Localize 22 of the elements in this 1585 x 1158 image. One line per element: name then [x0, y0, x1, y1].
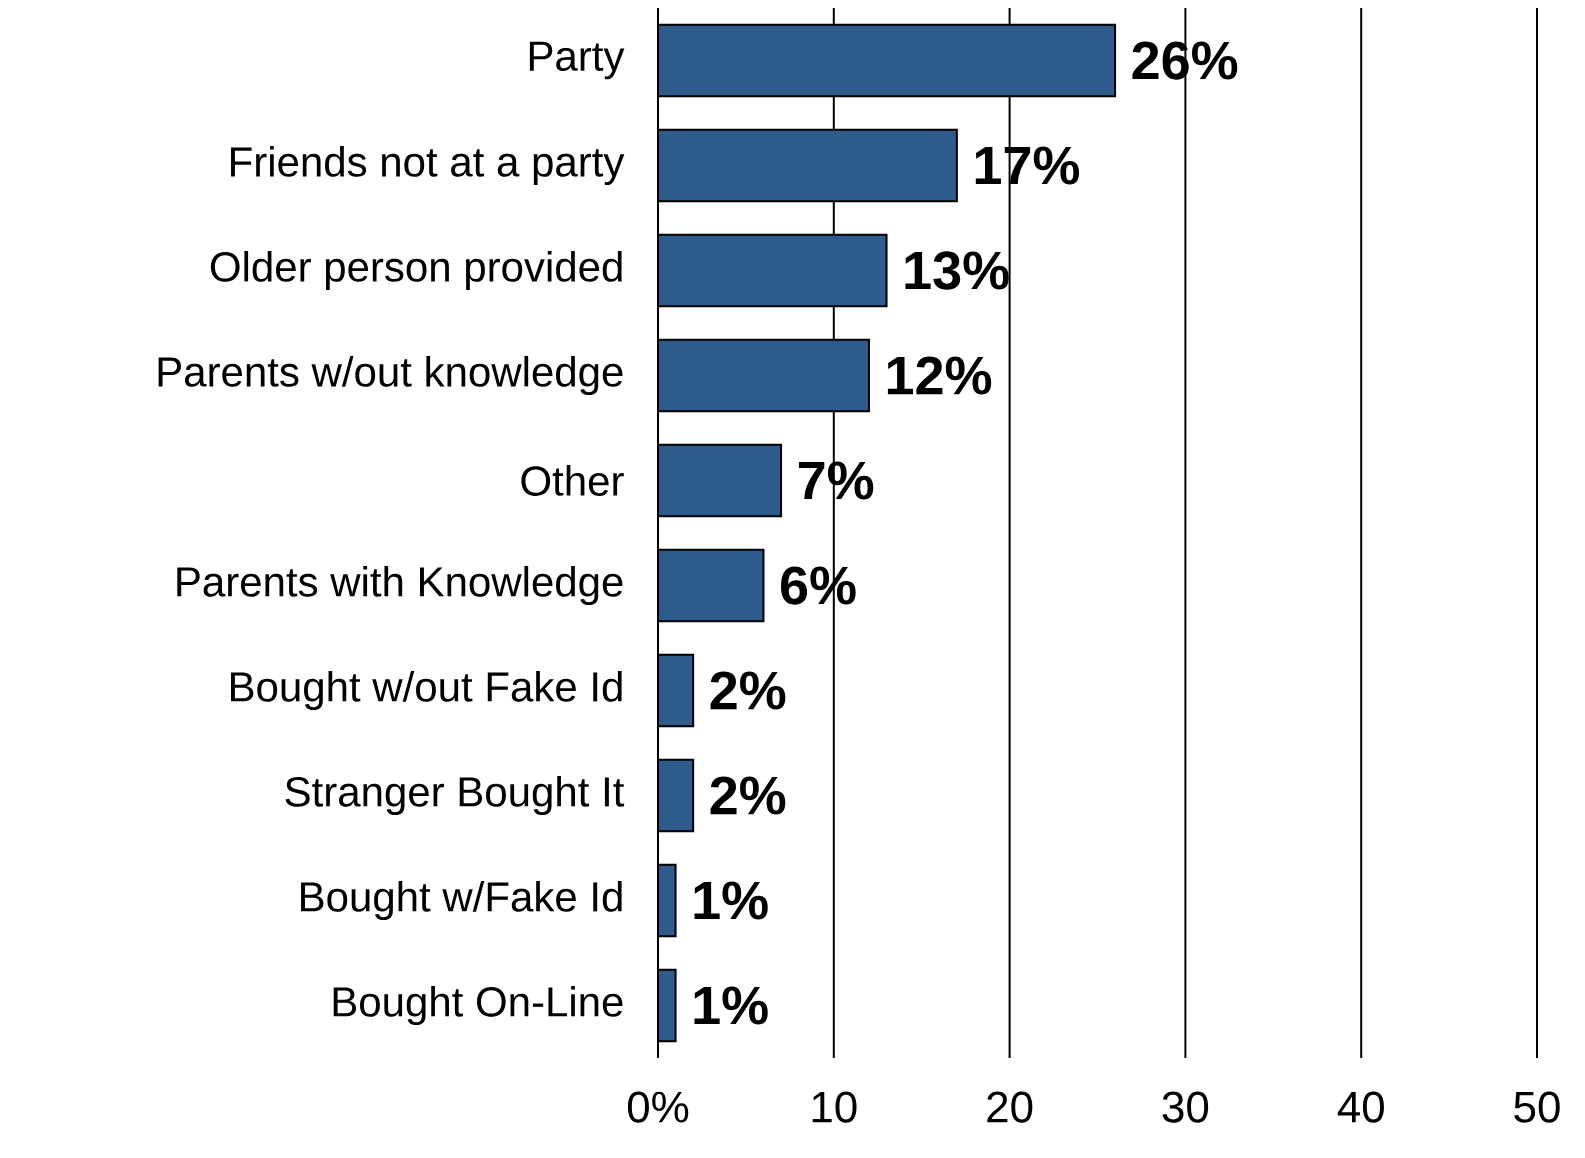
- x-tick-label: 30: [1162, 1091, 1209, 1123]
- y-tick-label: Friends not at a party: [231, 145, 625, 186]
- data-label: 2%: [710, 671, 786, 710]
- x-tick-label: 10: [812, 1091, 857, 1123]
- data-label: 1%: [694, 986, 768, 1025]
- x-tick-label: 20: [987, 1091, 1033, 1123]
- data-label: 13%: [905, 251, 1009, 290]
- data-label: 2%: [710, 776, 786, 815]
- y-tick-label: Bought w/out Fake Id: [231, 670, 622, 711]
- y-tick-label: Party: [529, 41, 625, 80]
- y-tick-label: Stranger Bought It: [285, 775, 625, 816]
- x-tick-label: 0%: [627, 1091, 689, 1123]
- y-tick-label: Other: [521, 465, 624, 496]
- x-tick-label: 50: [1514, 1091, 1560, 1123]
- y-tick-label: Bought w/Fake Id: [301, 880, 622, 921]
- y-tick-label: Parents w/out knowledge: [158, 355, 623, 396]
- x-tick-label: 40: [1337, 1091, 1384, 1123]
- y-tick-label: Parents with Knowledge: [177, 565, 623, 606]
- data-label: 12%: [887, 356, 992, 395]
- data-label: 1%: [694, 881, 768, 920]
- y-tick-label: Older person provided: [210, 250, 622, 291]
- y-tick-label: Bought On-Line: [333, 985, 623, 1026]
